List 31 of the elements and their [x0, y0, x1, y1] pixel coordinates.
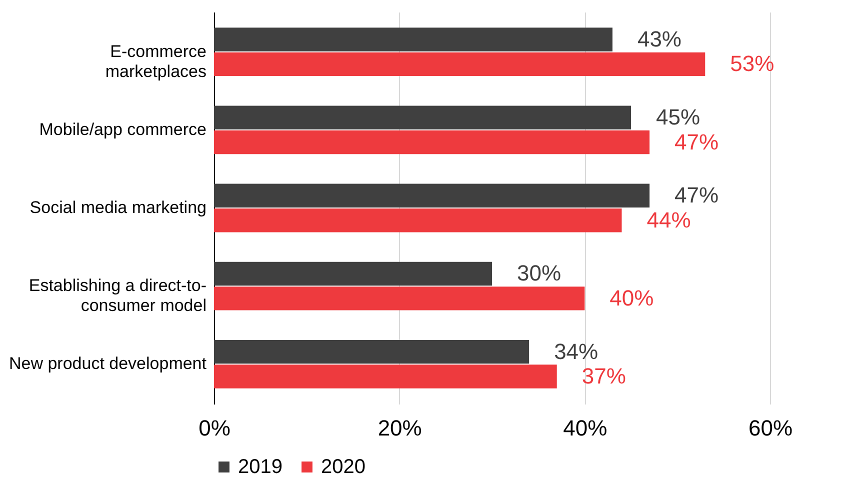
bar [214, 262, 492, 286]
x-tick-label: 40% [563, 416, 608, 440]
y-tick-label: Social media marketing [30, 198, 206, 217]
x-tick-label: 60% [748, 416, 793, 440]
y-tick-label: Establishing a direct-to- consumer model [28, 276, 206, 316]
bar [214, 208, 622, 232]
data-label: 40% [610, 285, 654, 310]
data-label: 30% [517, 260, 562, 286]
bar [214, 130, 650, 154]
data-label: 37% [582, 364, 626, 389]
bar [214, 286, 585, 310]
data-label: 43% [637, 26, 682, 52]
bar [214, 28, 612, 52]
bar [214, 52, 706, 76]
x-tick-label: 0% [198, 416, 230, 440]
bar [214, 340, 530, 364]
legend-label: 2020 [321, 456, 366, 478]
bar [214, 106, 631, 130]
bar [214, 364, 557, 388]
data-label: 34% [554, 338, 598, 364]
data-label: 45% [656, 104, 700, 130]
data-label: 53% [730, 51, 774, 76]
y-tick-label: New product development [8, 354, 207, 374]
y-tick-label: E-commerce marketplaces [105, 42, 206, 81]
y-tick-label: Mobile/app commerce [39, 120, 206, 139]
data-label: 44% [646, 207, 691, 232]
legend-label: 2019 [238, 456, 282, 478]
x-tick-label: 20% [378, 416, 422, 440]
bar [214, 184, 650, 208]
data-label: 47% [674, 182, 719, 208]
data-label: 47% [674, 129, 719, 154]
